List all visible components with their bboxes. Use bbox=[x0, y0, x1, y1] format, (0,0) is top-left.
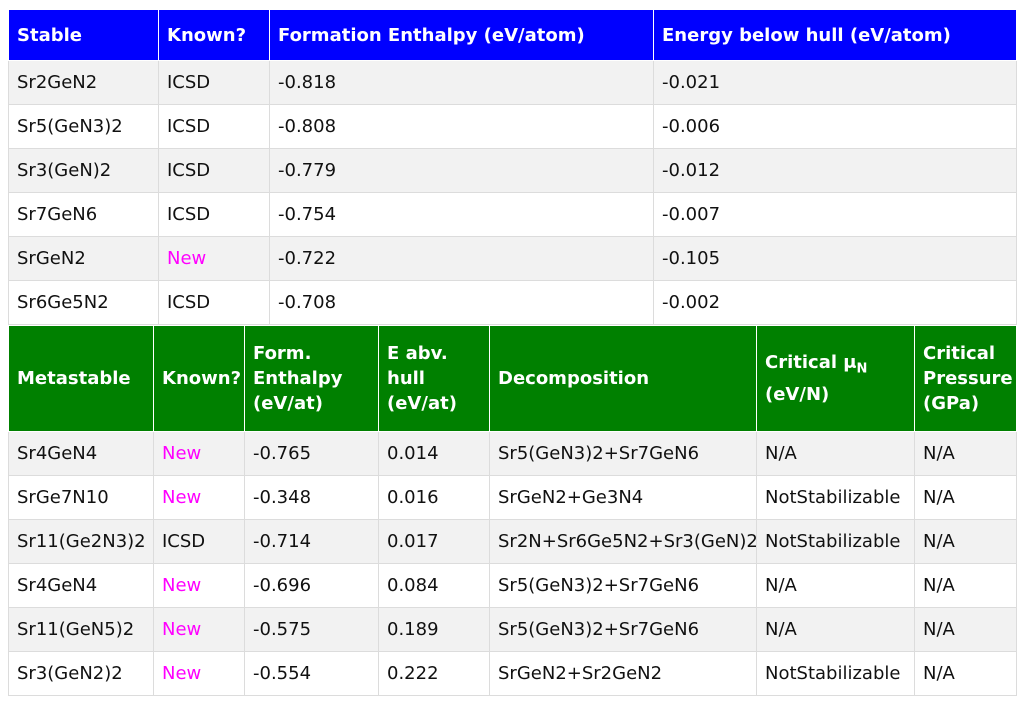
decomposition-cell: SrGeN2+Ge3N4 bbox=[489, 475, 757, 520]
hull-cell: -0.007 bbox=[653, 192, 1017, 237]
enthalpy-cell: -0.575 bbox=[244, 607, 379, 652]
compound-cell: Sr3(GeN)2 bbox=[8, 148, 159, 193]
enthalpy-cell: -0.754 bbox=[269, 192, 654, 237]
known-cell: New bbox=[153, 651, 245, 696]
compound-cell: SrGe7N10 bbox=[8, 475, 154, 520]
table-row: Sr4GeN4 New -0.696 0.084 Sr5(GeN3)2+Sr7G… bbox=[8, 563, 1017, 608]
table-row: Sr5(GeN3)2 ICSD -0.808 -0.006 bbox=[8, 104, 1017, 149]
enthalpy-cell: -0.714 bbox=[244, 519, 379, 564]
hull-cell: 0.222 bbox=[378, 651, 490, 696]
compound-cell: Sr4GeN4 bbox=[8, 563, 154, 608]
stable-compounds-table: Stable Known? Formation Enthalpy (eV/ato… bbox=[8, 9, 1017, 325]
enthalpy-cell: -0.554 bbox=[244, 651, 379, 696]
table-row: Sr3(GeN2)2 New -0.554 0.222 SrGeN2+Sr2Ge… bbox=[8, 651, 1017, 696]
enthalpy-cell: -0.696 bbox=[244, 563, 379, 608]
hull-cell: 0.084 bbox=[378, 563, 490, 608]
meta-header-known: Known? bbox=[153, 325, 245, 432]
known-cell: ICSD bbox=[158, 60, 270, 105]
compound-cell: SrGeN2 bbox=[8, 236, 159, 281]
table-row: SrGeN2 New -0.722 -0.105 bbox=[8, 236, 1017, 281]
meta-header-metastable: Metastable bbox=[8, 325, 154, 432]
stable-header-known: Known? bbox=[158, 9, 270, 61]
table-row: Sr4GeN4 New -0.765 0.014 Sr5(GeN3)2+Sr7G… bbox=[8, 431, 1017, 476]
decomposition-cell: Sr2N+Sr6Ge5N2+Sr3(GeN)2 bbox=[489, 519, 757, 564]
critical-mu-cell: N/A bbox=[756, 607, 915, 652]
known-cell: ICSD bbox=[158, 104, 270, 149]
enthalpy-cell: -0.348 bbox=[244, 475, 379, 520]
known-cell: New bbox=[153, 475, 245, 520]
table-row: Sr3(GeN)2 ICSD -0.779 -0.012 bbox=[8, 148, 1017, 193]
enthalpy-cell: -0.722 bbox=[269, 236, 654, 281]
critical-mu-cell: N/A bbox=[756, 563, 915, 608]
hull-cell: -0.105 bbox=[653, 236, 1017, 281]
hull-cell: -0.006 bbox=[653, 104, 1017, 149]
critical-mu-cell: NotStabilizable bbox=[756, 475, 915, 520]
decomposition-cell: Sr5(GeN3)2+Sr7GeN6 bbox=[489, 563, 757, 608]
enthalpy-cell: -0.779 bbox=[269, 148, 654, 193]
compound-cell: Sr7GeN6 bbox=[8, 192, 159, 237]
meta-header-critical-pressure: Critical Pressure (GPa) bbox=[914, 325, 1017, 432]
metastable-compounds-table: Metastable Known? Form. Enthalpy (eV/at)… bbox=[8, 325, 1017, 696]
decomposition-cell: SrGeN2+Sr2GeN2 bbox=[489, 651, 757, 696]
known-cell: New bbox=[153, 563, 245, 608]
hull-cell: 0.017 bbox=[378, 519, 490, 564]
meta-header-hull: E abv. hull (eV/at) bbox=[378, 325, 490, 432]
table-row: Sr11(GeN5)2 New -0.575 0.189 Sr5(GeN3)2+… bbox=[8, 607, 1017, 652]
critical-mu-unit: (eV/N) bbox=[765, 383, 830, 405]
stable-header-row: Stable Known? Formation Enthalpy (eV/ato… bbox=[8, 9, 1017, 61]
stable-header-stable: Stable bbox=[8, 9, 159, 61]
stable-header-enthalpy: Formation Enthalpy (eV/atom) bbox=[269, 9, 654, 61]
hull-cell: 0.014 bbox=[378, 431, 490, 476]
hull-cell: -0.012 bbox=[653, 148, 1017, 193]
known-cell: New bbox=[158, 236, 270, 281]
critical-mu-label: Critical μ bbox=[765, 352, 857, 374]
critical-mu-cell: NotStabilizable bbox=[756, 519, 915, 564]
stable-header-hull: Energy below hull (eV/atom) bbox=[653, 9, 1017, 61]
known-cell: New bbox=[153, 431, 245, 476]
table-row: Sr11(Ge2N3)2 ICSD -0.714 0.017 Sr2N+Sr6G… bbox=[8, 519, 1017, 564]
compound-cell: Sr11(GeN5)2 bbox=[8, 607, 154, 652]
compound-cell: Sr11(Ge2N3)2 bbox=[8, 519, 154, 564]
enthalpy-cell: -0.708 bbox=[269, 280, 654, 325]
critical-pressure-cell: N/A bbox=[914, 475, 1017, 520]
meta-header-decomposition: Decomposition bbox=[489, 325, 757, 432]
critical-pressure-cell: N/A bbox=[914, 431, 1017, 476]
table-row: Sr7GeN6 ICSD -0.754 -0.007 bbox=[8, 192, 1017, 237]
hull-cell: -0.021 bbox=[653, 60, 1017, 105]
critical-mu-cell: N/A bbox=[756, 431, 915, 476]
hull-cell: 0.016 bbox=[378, 475, 490, 520]
critical-pressure-cell: N/A bbox=[914, 651, 1017, 696]
enthalpy-cell: -0.765 bbox=[244, 431, 379, 476]
compound-cell: Sr3(GeN2)2 bbox=[8, 651, 154, 696]
enthalpy-cell: -0.818 bbox=[269, 60, 654, 105]
compound-cell: Sr5(GeN3)2 bbox=[8, 104, 159, 149]
compound-cell: Sr4GeN4 bbox=[8, 431, 154, 476]
known-cell: ICSD bbox=[158, 280, 270, 325]
metastable-header-row: Metastable Known? Form. Enthalpy (eV/at)… bbox=[8, 325, 1017, 432]
decomposition-cell: Sr5(GeN3)2+Sr7GeN6 bbox=[489, 431, 757, 476]
meta-header-critical-mu: Critical μN (eV/N) bbox=[756, 325, 915, 432]
critical-mu-subscript: N bbox=[856, 361, 868, 377]
critical-pressure-cell: N/A bbox=[914, 519, 1017, 564]
table-row: SrGe7N10 New -0.348 0.016 SrGeN2+Ge3N4 N… bbox=[8, 475, 1017, 520]
compound-cell: Sr2GeN2 bbox=[8, 60, 159, 105]
table-row: Sr6Ge5N2 ICSD -0.708 -0.002 bbox=[8, 280, 1017, 325]
table-row: Sr2GeN2 ICSD -0.818 -0.021 bbox=[8, 60, 1017, 105]
known-cell: ICSD bbox=[153, 519, 245, 564]
hull-cell: 0.189 bbox=[378, 607, 490, 652]
critical-mu-cell: NotStabilizable bbox=[756, 651, 915, 696]
critical-pressure-cell: N/A bbox=[914, 563, 1017, 608]
decomposition-cell: Sr5(GeN3)2+Sr7GeN6 bbox=[489, 607, 757, 652]
hull-cell: -0.002 bbox=[653, 280, 1017, 325]
known-cell: ICSD bbox=[158, 148, 270, 193]
compound-cell: Sr6Ge5N2 bbox=[8, 280, 159, 325]
enthalpy-cell: -0.808 bbox=[269, 104, 654, 149]
known-cell: ICSD bbox=[158, 192, 270, 237]
meta-header-enthalpy: Form. Enthalpy (eV/at) bbox=[244, 325, 379, 432]
critical-pressure-cell: N/A bbox=[914, 607, 1017, 652]
known-cell: New bbox=[153, 607, 245, 652]
